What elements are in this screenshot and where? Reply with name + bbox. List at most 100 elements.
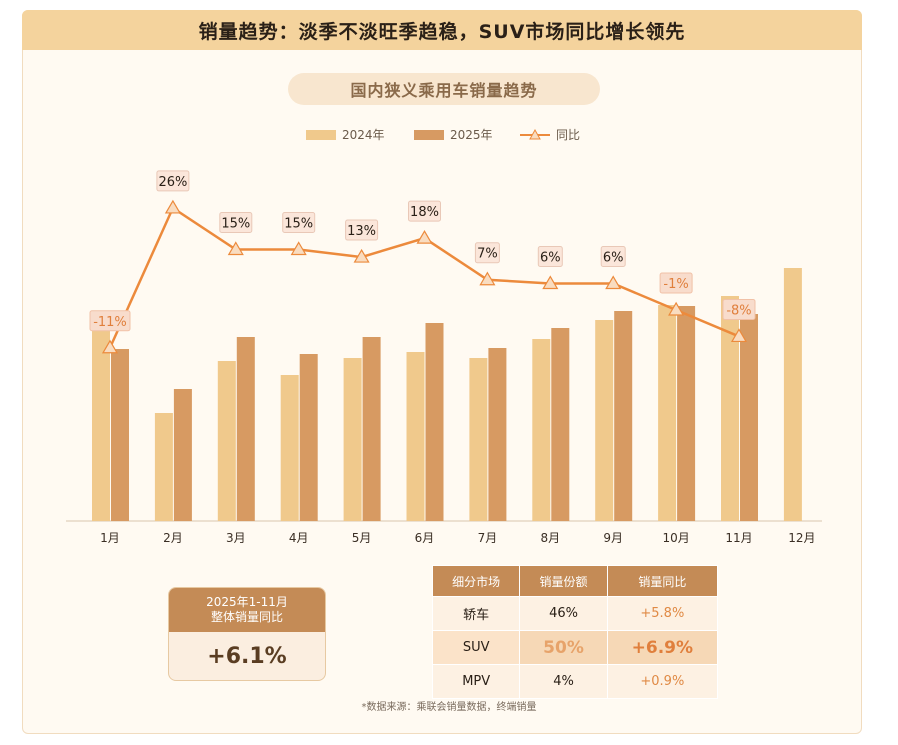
bar-2025-9 <box>614 311 633 521</box>
yoy-label-bg <box>659 272 693 294</box>
segment-yoy: +5.8% <box>606 596 719 631</box>
segment-yoy: +6.9% <box>606 630 719 665</box>
yoy-marker-9 <box>605 275 622 290</box>
bar-2024-3 <box>217 361 236 521</box>
yoy-marker-5 <box>353 248 370 263</box>
x-tick-label: 1月 <box>100 531 120 545</box>
yoy-label-bg <box>282 212 316 233</box>
bar-2025-11 <box>740 314 758 521</box>
chart-legend: 2024年 2025年 同比 <box>0 126 898 144</box>
yoy-marker-3 <box>227 241 244 256</box>
bar-2025-10 <box>677 306 696 521</box>
bar-2024-12 <box>783 268 802 521</box>
yoy-marker-10 <box>668 301 685 316</box>
summary-period: 2025年1-11月 <box>206 595 288 609</box>
data-source-note: *数据来源：乘联会销量数据，终端销量 <box>361 702 537 713</box>
bar-2025-8 <box>551 328 570 521</box>
summary-caption: 整体销量同比 <box>210 610 283 624</box>
segment-name: SUV <box>431 630 521 665</box>
x-tick-label: 6月 <box>415 531 435 545</box>
table-header-row: 细分市场 销量份额 销量同比 <box>431 565 719 597</box>
x-tick-label: 5月 <box>352 531 372 545</box>
yoy-data-label: 15% <box>221 217 250 232</box>
legend-swatch-2024 <box>306 129 336 140</box>
yoy-marker-6 <box>416 229 433 244</box>
bar-2024-4 <box>280 375 299 521</box>
yoy-data-label: 13% <box>347 224 376 239</box>
bar-2024-11 <box>721 296 739 521</box>
yoy-marker-4 <box>290 241 307 256</box>
bar-2024-10 <box>658 305 677 521</box>
table-row: SUV 50% +6.9% <box>431 630 719 665</box>
summary-value: +6.1% <box>207 643 287 669</box>
legend-swatch-yoy <box>520 128 550 139</box>
segment-share: 46% <box>519 596 608 631</box>
yoy-label-bg <box>474 242 500 264</box>
bar-2024-2 <box>154 413 173 521</box>
yoy-data-label: 6% <box>603 251 624 266</box>
yoy-label-bg <box>89 310 131 332</box>
yoy-marker-8 <box>542 275 559 290</box>
x-tick-label: 7月 <box>478 531 498 545</box>
x-tick-label: 9月 <box>603 531 623 545</box>
legend-label-2025: 2025年 <box>450 128 493 142</box>
yoy-data-label: -11% <box>93 315 127 330</box>
column-header-segment: 细分市场 <box>431 565 521 597</box>
bar-2024-6 <box>406 352 425 521</box>
yoy-data-label: 7% <box>477 247 498 262</box>
segment-name: 轿车 <box>431 596 521 631</box>
bar-2024-1 <box>92 326 110 521</box>
bar-2025-1 <box>111 349 129 521</box>
bar-2024-5 <box>343 358 362 521</box>
summary-card: 2025年1-11月 整体销量同比 +6.1% <box>168 587 326 681</box>
bar-2025-2 <box>173 389 192 521</box>
chart-title: 国内狭义乘用车销量趋势 <box>288 73 600 105</box>
bar-2025-5 <box>362 337 381 521</box>
x-tick-label: 11月 <box>725 531 752 545</box>
column-header-share: 销量份额 <box>519 565 608 597</box>
yoy-label-bg <box>722 298 756 320</box>
segment-table: 细分市场 销量份额 销量同比 轿车 46% +5.8% SUV 50% +6.9… <box>431 565 719 699</box>
bar-2025-4 <box>299 354 318 521</box>
table-row: MPV 4% +0.9% <box>431 664 719 699</box>
legend-label-2024: 2024年 <box>342 128 385 142</box>
bar-2025-7 <box>488 348 507 521</box>
legend-swatch-2025 <box>414 129 444 140</box>
bar-2024-8 <box>532 339 551 521</box>
yoy-marker-7 <box>479 271 496 286</box>
yoy-data-label: 15% <box>284 217 313 232</box>
x-tick-label: 4月 <box>289 531 309 545</box>
yoy-data-label: 26% <box>158 175 187 190</box>
column-header-yoy: 销量同比 <box>606 565 719 597</box>
yoy-label-bg <box>600 246 626 268</box>
yoy-data-label: 6% <box>540 251 561 266</box>
bar-2024-7 <box>469 358 488 521</box>
yoy-data-label: 18% <box>410 205 439 220</box>
segment-share: 50% <box>519 630 608 665</box>
bar-2025-3 <box>236 337 255 521</box>
segment-name: MPV <box>431 664 521 699</box>
yoy-label-bg <box>408 200 441 222</box>
yoy-label-bg <box>219 212 253 233</box>
x-tick-label: 8月 <box>540 531 560 545</box>
legend-label-yoy: 同比 <box>556 128 581 142</box>
x-tick-label: 2月 <box>163 531 183 545</box>
sales-chart: 1月 2月 3月 4月 5月 6月 7月 8月 9月 10月 11月 12月 -11% 26% 15% 15%… <box>66 170 822 545</box>
x-tick-label: 12月 <box>788 531 815 545</box>
yoy-label-bg <box>156 170 190 192</box>
legend-item-yoy: 同比 <box>520 126 580 143</box>
yoy-label-bg <box>345 219 379 241</box>
yoy-line <box>108 206 740 349</box>
x-tick-label: 3月 <box>226 531 246 545</box>
segment-yoy: +0.9% <box>606 664 719 699</box>
table-row: 轿车 46% +5.8% <box>431 596 719 631</box>
yoy-marker-2 <box>164 199 181 214</box>
legend-item-2025: 2025年 <box>414 126 493 143</box>
bar-2025-6 <box>425 323 444 521</box>
bar-2024-9 <box>595 320 614 521</box>
yoy-marker-1 <box>101 339 119 354</box>
yoy-data-label: -8% <box>726 303 751 318</box>
legend-item-2024: 2024年 <box>306 126 385 143</box>
yoy-marker-11 <box>730 328 748 343</box>
page-title: 销量趋势：淡季不淡旺季趋稳，SUV市场同比增长领先 <box>22 10 862 50</box>
